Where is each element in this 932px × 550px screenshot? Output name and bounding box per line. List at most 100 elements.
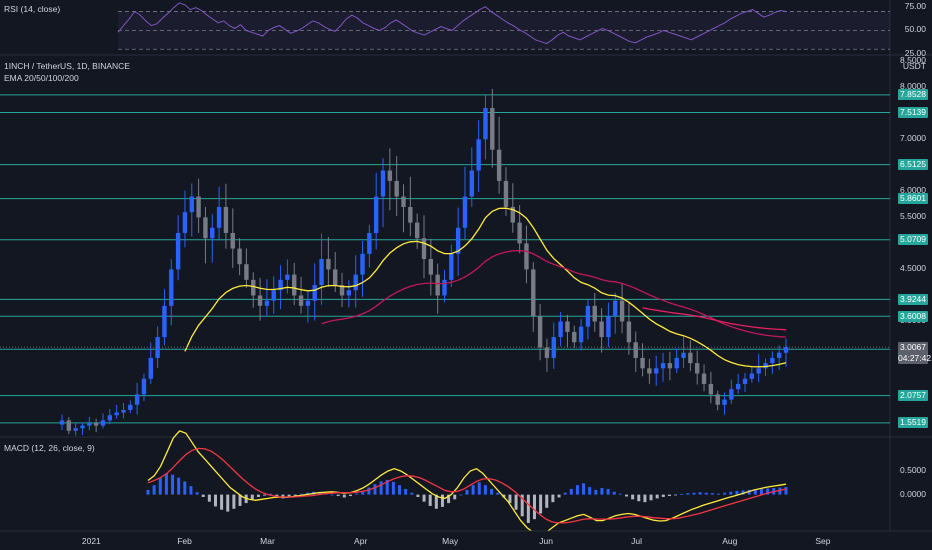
time-label: Sep: [815, 536, 831, 546]
macd-hist-bar: [563, 492, 567, 495]
candle-body: [619, 300, 625, 322]
candle-body: [298, 295, 304, 306]
macd-hist-bar: [385, 479, 389, 495]
macd-tick: 0.0000: [900, 488, 926, 499]
candle-body: [333, 269, 338, 286]
macd-hist-bar: [287, 494, 291, 498]
macd-hist-bar: [741, 490, 745, 495]
time-axis-bg: [0, 531, 932, 550]
rsi-tick: 25.00: [904, 48, 926, 58]
candle-body: [408, 206, 413, 223]
macd-hist-bar: [171, 474, 175, 495]
macd-hist-bar: [398, 485, 402, 495]
candle-body: [681, 352, 686, 358]
macd-hist-bar: [428, 494, 432, 506]
macd-hist-bar: [569, 488, 573, 495]
candle-body: [647, 368, 652, 374]
candle-body: [565, 321, 570, 332]
macd-hist-bar: [404, 488, 408, 495]
macd-hist-bar: [152, 485, 156, 495]
candle-body: [633, 342, 638, 358]
macd-hist-bar: [582, 483, 586, 495]
candle-body: [544, 347, 550, 358]
macd-hist-bar: [643, 494, 647, 503]
candle-body: [469, 170, 475, 197]
candle-body: [640, 357, 645, 369]
candle-body: [121, 409, 126, 413]
macd-hist-bar: [496, 492, 500, 495]
candle-body: [524, 243, 529, 270]
macd-tick: 0.5000: [900, 465, 926, 476]
level-tag: 2.0757: [898, 390, 928, 402]
time-label: Jul: [631, 536, 642, 546]
candle-body: [305, 300, 311, 306]
macd-hist-bar: [674, 494, 678, 496]
level-tag: 7.8528: [898, 89, 928, 101]
ema-long-line: [642, 307, 787, 331]
macd-hist-bar: [367, 487, 371, 495]
candle-body: [292, 274, 297, 296]
candle-body: [394, 180, 399, 197]
macd-hist-bar: [520, 494, 524, 517]
macd-hist-bar: [612, 491, 616, 495]
level-tag: 7.5139: [898, 107, 928, 119]
candle-body: [80, 425, 85, 429]
price-tick: 7.0000: [900, 133, 926, 144]
macd-hist-bar: [686, 493, 690, 495]
macd-hist-bar: [275, 494, 279, 497]
price-tick: 8.5000: [900, 55, 926, 66]
candle-body: [770, 357, 775, 364]
candle-body: [353, 274, 358, 291]
macd-hist-bar: [318, 492, 322, 495]
candle-body: [162, 305, 167, 338]
candle-body: [73, 428, 78, 431]
macd-hist-bar: [717, 493, 721, 495]
macd-hist-bar: [330, 494, 334, 496]
macd-hist-bar: [447, 494, 451, 504]
macd-hist-bar: [306, 492, 309, 495]
macd-hist-bar: [263, 494, 267, 496]
price-tick: 4.5000: [900, 263, 926, 274]
macd-hist-bar: [588, 487, 592, 495]
macd-hist-bar: [759, 488, 763, 495]
candle-body: [483, 108, 488, 140]
macd-hist-bar: [618, 493, 622, 495]
candle-body: [319, 259, 324, 286]
candle-body: [517, 222, 522, 244]
macd-hist-bar: [539, 494, 543, 514]
macd-hist-bar: [490, 488, 494, 495]
candle-body: [93, 422, 99, 426]
macd-hist-bar: [342, 494, 346, 498]
macd-hist-bar: [735, 490, 739, 495]
macd-hist-bar: [508, 494, 512, 504]
candle-body: [722, 399, 727, 405]
macd-hist-bar: [483, 485, 487, 495]
candle-body: [599, 321, 604, 338]
candle-body: [107, 415, 113, 421]
candle-body: [551, 337, 556, 358]
candle-body: [203, 217, 208, 239]
candle-body: [271, 290, 276, 301]
macd-hist-bar: [293, 494, 297, 496]
candle-body: [100, 420, 106, 426]
candle-body: [756, 368, 761, 374]
macd-hist-bar: [625, 494, 628, 497]
macd-hist-bar: [784, 487, 788, 495]
candle-body: [742, 378, 748, 384]
macd-hist-bar: [710, 493, 714, 495]
candle-body: [87, 422, 92, 426]
candle-body: [114, 412, 119, 416]
candle-body: [442, 279, 447, 296]
candle-body: [182, 212, 188, 233]
candle-body: [210, 227, 215, 239]
candle-body: [380, 170, 386, 197]
macd-hist-bar: [355, 493, 359, 495]
macd-hist-bar: [434, 494, 438, 509]
candle-body: [360, 253, 365, 275]
candle-body: [128, 404, 133, 410]
candle-body: [558, 321, 563, 338]
candle-body: [435, 274, 440, 296]
macd-hist-bar: [269, 493, 273, 495]
candle-body: [490, 108, 495, 150]
candle-body: [230, 232, 235, 249]
